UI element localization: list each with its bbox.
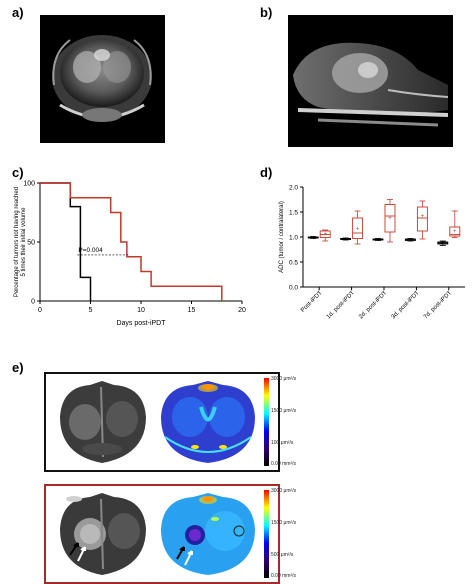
ipdt-series-line	[40, 182, 223, 301]
colorbar-top-label-1500: 1500 μm²/s	[271, 408, 297, 414]
ipdt-box: +	[319, 229, 331, 242]
box-mean-marker: +	[311, 236, 315, 242]
ipdt-box: +	[416, 200, 428, 240]
panel-label-a: a)	[12, 5, 24, 20]
box-mean-marker: +	[453, 229, 457, 235]
y-tick-label: 50	[27, 240, 35, 247]
panel-label-d: d)	[260, 165, 273, 180]
y-tick-label: 1.0	[289, 235, 298, 242]
box-mean-marker: +	[376, 238, 380, 244]
colorbar-top-label-3000: 3000 μm²/s	[271, 376, 297, 382]
x-tick-label: Post-iPDT	[300, 290, 324, 314]
t2-healthy-image	[52, 377, 152, 467]
control-box: +	[307, 236, 319, 242]
x-tick-label: 15	[188, 307, 196, 314]
x-tick-label: 0	[38, 307, 42, 314]
control-box: +	[404, 238, 416, 244]
x-tick-label: 20	[238, 307, 246, 314]
box-mean-marker: +	[421, 214, 425, 220]
colorbar-bottom-label-3000: 3000 μm²/s	[271, 488, 297, 494]
x-tick-label: 2d. post-iPDT	[358, 290, 388, 320]
panel-label-b: b)	[260, 5, 273, 20]
colorbar-top	[264, 378, 269, 466]
colorbar-bottom	[264, 490, 269, 578]
control-box: +	[372, 238, 384, 244]
y-tick-label: 0	[31, 299, 35, 306]
box-mean-marker: +	[344, 237, 348, 243]
y-axis-label: Percentage of tumors not having reached5…	[14, 187, 27, 297]
colorbar-bottom-label-500: 500 μm²/s	[271, 552, 294, 558]
panel-label-e: e)	[12, 360, 24, 375]
y-tick-label: 0.0	[289, 285, 298, 292]
y-tick-label: 0.5	[289, 260, 298, 267]
box-mean-marker: +	[409, 238, 413, 244]
panel-label-c: c)	[12, 165, 24, 180]
box-mean-marker: +	[323, 232, 327, 238]
y-axis-label: ADC (tumor / contralateral)	[279, 201, 285, 273]
y-tick-label: 100	[23, 181, 35, 188]
adc-map-healthy-image	[155, 377, 261, 467]
box-body	[449, 226, 461, 237]
box-body	[352, 217, 364, 239]
box-mean-marker: +	[441, 242, 445, 248]
control-box: +	[437, 240, 449, 248]
control-series-line	[40, 182, 92, 301]
ipdt-box: +	[449, 210, 461, 238]
x-tick-label: 3d. post-iPDT	[391, 290, 421, 320]
p-value-annotation: P=0.004	[78, 247, 103, 254]
x-tick-label: 5	[89, 307, 93, 314]
box-body	[384, 204, 396, 233]
adc-boxplot-chart: 0.0 0.5 1.0 1.5 2.0 ADC (tumor / contralatera…	[279, 185, 465, 320]
colorbar-bottom-label-1500: 1500 μm²/s	[271, 520, 297, 526]
healthy-slice-frame	[44, 372, 280, 472]
box-body	[416, 206, 428, 232]
x-tick-label: 7d. post-iPDT	[423, 290, 453, 320]
t2-tumor-image	[52, 489, 152, 579]
survival-chart: 0 5 10 15 20 0 50 100 Days post-iPDT Percentage o…	[14, 181, 246, 328]
box-mean-marker: +	[356, 227, 360, 233]
tumor-slice-frame	[44, 484, 280, 584]
colorbar-top-label-0: 0.00 mm²/s	[271, 461, 297, 467]
ipdt-box: +	[384, 199, 396, 243]
mri-sagittal-image	[288, 15, 453, 147]
adc-map-tumor-image	[155, 489, 261, 579]
ipdt-box: +	[352, 210, 364, 245]
x-tick-label: 1d. post-iPDT	[326, 290, 356, 320]
colorbar-top-label-100: 100 μm²/s	[271, 440, 294, 446]
x-tick-label: 10	[137, 307, 145, 314]
mri-coronal-image	[40, 15, 165, 143]
y-tick-label: 2.0	[289, 185, 298, 192]
arrow-white	[77, 546, 86, 562]
box-mean-marker: +	[388, 216, 392, 222]
control-box: +	[340, 237, 352, 243]
x-axis-label: Days post-iPDT	[116, 320, 166, 327]
colorbar-bottom-label-0: 0.00 mm²/s	[271, 573, 297, 579]
y-tick-label: 1.5	[289, 210, 298, 217]
